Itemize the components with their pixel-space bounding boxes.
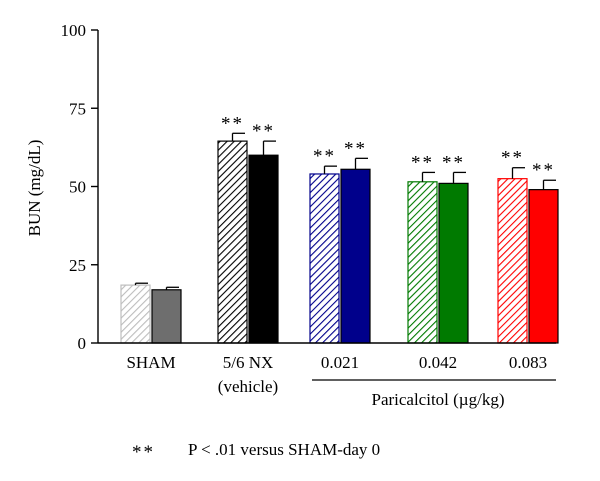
y-axis: 0 25 50 75 100 bbox=[61, 21, 99, 353]
bar-1-0 bbox=[217, 140, 248, 344]
y-tick-label-75: 75 bbox=[69, 99, 86, 118]
significance-mark-2-1: ** bbox=[344, 138, 367, 159]
significance-mark-3-1: ** bbox=[442, 152, 465, 173]
bar-1-1 bbox=[248, 154, 279, 344]
footnote-text: P < .01 versus SHAM-day 0 bbox=[188, 440, 380, 459]
x-category-label: 5/6 NX bbox=[223, 353, 274, 372]
y-tick-label-0: 0 bbox=[78, 334, 87, 353]
bars-layer: ** ** ** ** ** ** ** ** bbox=[120, 113, 559, 344]
bar-0-1 bbox=[151, 289, 182, 344]
y-tick-label-50: 50 bbox=[69, 178, 86, 197]
significance-mark-4-0: ** bbox=[501, 148, 524, 169]
y-tick-label-25: 25 bbox=[69, 256, 86, 275]
x-category-label: 0.021 bbox=[321, 353, 359, 372]
paricalcitol-caption: Paricalcitol (µg/kg) bbox=[371, 390, 504, 409]
y-tick-label-100: 100 bbox=[61, 21, 87, 40]
x-axis: SHAM 5/6 NX (vehicle) 0.021 0.042 0.083 bbox=[98, 342, 556, 396]
significance-mark-2-0: ** bbox=[313, 146, 336, 167]
footnote-symbol: ** bbox=[132, 442, 155, 463]
significance-mark-1-1: ** bbox=[252, 121, 275, 142]
significance-mark-4-1: ** bbox=[532, 160, 555, 181]
bar-0-0 bbox=[120, 284, 151, 344]
bar-4-1 bbox=[528, 189, 559, 344]
x-category-sublabel: (vehicle) bbox=[218, 377, 278, 396]
y-axis-label: BUN (mg/dL) bbox=[25, 140, 44, 237]
bar-2-0 bbox=[309, 173, 340, 344]
x-category-label: 0.042 bbox=[419, 353, 457, 372]
bar-4-0 bbox=[497, 178, 528, 344]
bar-3-1 bbox=[438, 182, 469, 344]
significance-mark-1-0: ** bbox=[221, 113, 244, 134]
bar-2-1 bbox=[340, 168, 371, 344]
x-category-label: SHAM bbox=[126, 353, 175, 372]
significance-mark-3-0: ** bbox=[411, 152, 434, 173]
bar-3-0 bbox=[407, 181, 438, 344]
x-category-label: 0.083 bbox=[509, 353, 547, 372]
